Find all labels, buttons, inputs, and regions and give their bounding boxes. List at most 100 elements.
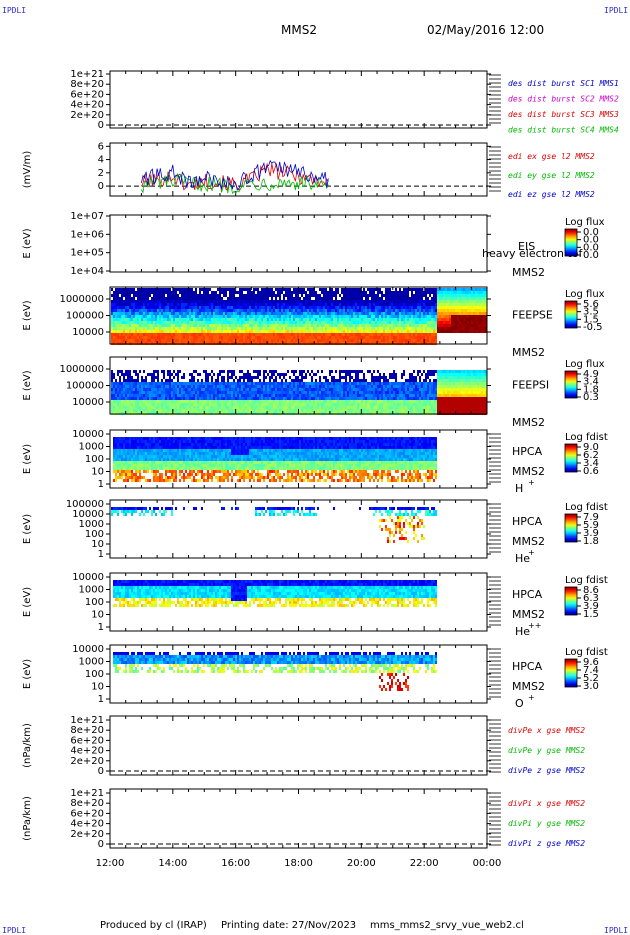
y-tick-label: 0	[98, 839, 104, 850]
y-tick-label: 10000	[72, 572, 104, 583]
panel-frame-10	[110, 716, 487, 775]
y-tick-label: 1000	[79, 442, 104, 453]
y-tick-label: 1e+21	[70, 715, 104, 726]
y-tick-label: 8e+20	[70, 725, 104, 736]
y-tick-label: 4e+20	[70, 100, 104, 111]
footer-produced-by: Produced by cl (IRAP)	[100, 920, 207, 931]
legend-entry: divPi z gse MMS2	[508, 839, 585, 848]
legend-entry: divPe y gse MMS2	[508, 746, 585, 755]
spacecraft-label: MMS2	[512, 608, 545, 621]
colorbar	[565, 371, 577, 398]
y-axis-label: E (eV)	[22, 300, 33, 330]
y-tick-label: 2	[98, 168, 104, 179]
legend-entry: divPi y gse MMS2	[508, 819, 585, 828]
y-tick-label: 1e+04	[70, 266, 104, 277]
legend-entry: des dist burst SC2 MMS2	[508, 95, 619, 104]
y-axis-label: E (eV)	[22, 514, 33, 544]
spacecraft-label: MMS2	[512, 535, 545, 548]
y-axis-label: (mV/m)	[22, 151, 33, 189]
y-tick-label: 1	[98, 549, 104, 560]
y-tick-label: 0	[98, 120, 104, 131]
y-tick-label: 1e+06	[70, 229, 104, 240]
panel-frame-11	[110, 789, 487, 848]
y-tick-label: 2e+20	[70, 756, 104, 767]
legend-entry: divPe z gse MMS2	[508, 766, 585, 775]
y-tick-label: 10000	[72, 509, 104, 520]
y-axis-label: E (eV)	[22, 587, 33, 617]
spectrogram-cells	[113, 437, 437, 482]
y-axis-label: (nPa/km)	[22, 796, 33, 841]
y-tick-label: 1e+05	[70, 248, 104, 259]
colorbar-tick-label: 0.6	[583, 466, 599, 477]
y-tick-label: 10000	[72, 644, 104, 655]
y-tick-label: 2e+20	[70, 110, 104, 121]
y-tick-label: 1000000	[59, 364, 104, 375]
y-tick-label: 1000000	[59, 294, 104, 305]
colorbar-tick-label: 0.3	[583, 392, 599, 403]
y-axis-label: (nPa/km)	[22, 723, 33, 768]
species-label: H	[515, 482, 523, 495]
footer-script: mms_mms2_srvy_vue_web2.cl	[370, 920, 524, 931]
y-axis-label: E (eV)	[22, 659, 33, 689]
instrument-label: FEEPSE	[512, 309, 553, 322]
y-tick-label: 6e+20	[70, 89, 104, 100]
instrument-label: FEEPSI	[512, 379, 549, 392]
colorbar-tick-label: 1.8	[583, 536, 599, 547]
charge-label: +	[528, 548, 535, 557]
y-tick-label: 10	[91, 539, 104, 550]
charge-label: ++	[528, 621, 541, 630]
species-label: O	[515, 697, 524, 710]
footer-printing-date: Printing date: 27/Nov/2023	[221, 920, 356, 931]
instrument-label: HPCA	[512, 588, 543, 601]
y-tick-label: 1	[98, 622, 104, 633]
y-tick-label: 2e+20	[70, 829, 104, 840]
spectrogram-cells	[111, 507, 437, 543]
colorbar	[565, 587, 577, 615]
y-tick-label: 1000	[79, 585, 104, 596]
panel-frame-1	[110, 71, 487, 128]
legend-entry: divPe x gse MMS2	[508, 726, 585, 735]
colorbar	[565, 229, 577, 256]
spectrogram-cells	[113, 580, 437, 607]
y-tick-label: 10	[91, 682, 104, 693]
time-tick-label: 18:00	[284, 858, 313, 869]
spacecraft-label: MMS2	[512, 346, 545, 359]
y-tick-label: 10000	[72, 327, 104, 338]
instrument-label: HPCA	[512, 445, 543, 458]
y-tick-label: 100000	[66, 311, 104, 322]
time-tick-label: 20:00	[347, 858, 376, 869]
spectrogram-cells	[113, 652, 437, 691]
spectrogram-cells	[111, 288, 487, 345]
y-axis-label: E (eV)	[22, 370, 33, 400]
y-tick-label: 4e+20	[70, 746, 104, 757]
instrument-label: HPCA	[512, 660, 543, 673]
y-tick-label: 100000	[66, 381, 104, 392]
instrument-label: HPCA	[512, 515, 543, 528]
y-tick-label: 6e+20	[70, 735, 104, 746]
panel-frame-3	[110, 215, 487, 272]
colorbar-tick-label: -0.5	[583, 322, 603, 333]
y-axis-label: E (eV)	[22, 228, 33, 258]
spacecraft-label: MMS2	[512, 680, 545, 693]
legend-entry: edi ex gse l2 MMS2	[508, 152, 595, 161]
legend-entry: des dist burst SC1 MMS1	[508, 79, 619, 88]
spectrogram-cells	[111, 370, 487, 415]
charge-label: +	[528, 693, 535, 702]
y-tick-label: 1	[98, 694, 104, 705]
spacecraft-label: MMS2	[512, 266, 545, 279]
y-tick-label: 0	[98, 766, 104, 777]
y-tick-label: 8e+20	[70, 798, 104, 809]
y-tick-label: 1e+21	[70, 69, 104, 80]
y-tick-label: 100	[85, 669, 104, 680]
colorbar	[565, 659, 577, 687]
colorbar	[565, 444, 577, 472]
y-tick-label: 6e+20	[70, 808, 104, 819]
time-tick-label: 12:00	[96, 858, 125, 869]
colorbar	[565, 514, 577, 542]
y-tick-label: 1	[98, 479, 104, 490]
y-tick-label: 100	[85, 597, 104, 608]
y-tick-label: 4	[98, 155, 104, 166]
y-tick-label: 8e+20	[70, 79, 104, 90]
time-tick-label: 16:00	[221, 858, 250, 869]
